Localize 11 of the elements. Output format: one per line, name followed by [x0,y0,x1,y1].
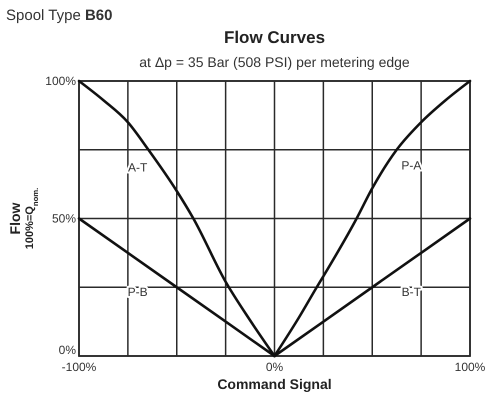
text: Spool Type B60 [6,7,112,24]
x-axis-title: Command Signal [217,376,332,392]
y-tick-label: 0% [58,343,76,357]
y-tick-label: 50% [52,212,76,226]
x-tick-label: -100% [62,360,97,374]
chart-title: Flow Curves [224,28,326,47]
chart-subtitle: at Δp = 35 Bar (508 PSI) per metering edge [139,54,410,70]
x-tick-label: 0% [266,360,284,374]
y-tick-label: 100% [45,74,76,88]
series-label: P-B [128,284,148,299]
x-tick-label: 100% [454,360,486,374]
